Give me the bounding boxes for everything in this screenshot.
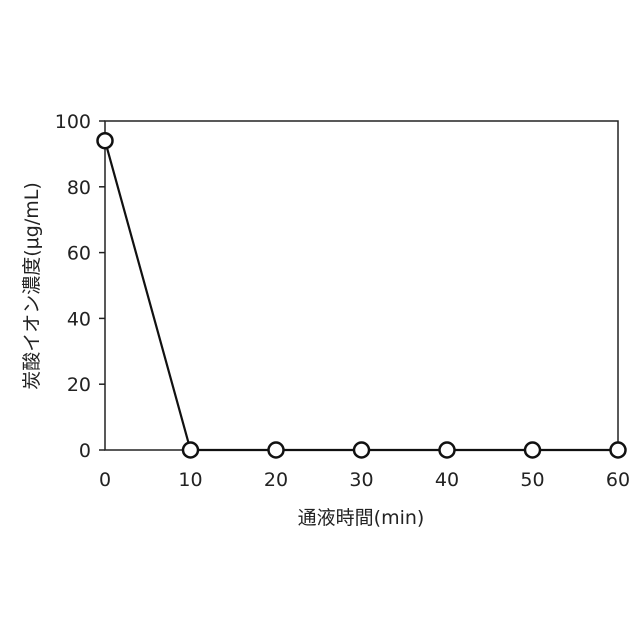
data-point-0-2 xyxy=(269,443,284,458)
x-tick-label-5: 50 xyxy=(520,469,544,491)
x-tick-label-6: 60 xyxy=(606,469,630,491)
data-point-0-6 xyxy=(611,443,626,458)
y-axis-label: 炭酸イオン濃度(μg/mL) xyxy=(21,182,43,389)
y-tick-label-5: 100 xyxy=(55,111,91,133)
x-axis-label: 通液時間(min) xyxy=(298,507,425,529)
y-tick-label-3: 60 xyxy=(67,243,91,265)
data-point-0-4 xyxy=(440,443,455,458)
y-tick-label-4: 80 xyxy=(67,177,91,199)
data-point-0-0 xyxy=(98,133,113,148)
x-tick-label-2: 20 xyxy=(264,469,288,491)
data-point-0-5 xyxy=(525,443,540,458)
x-tick-label-4: 40 xyxy=(435,469,459,491)
x-tick-label-3: 30 xyxy=(349,469,373,491)
x-tick-label-1: 10 xyxy=(178,469,202,491)
data-point-0-3 xyxy=(354,443,369,458)
x-tick-label-0: 0 xyxy=(99,469,111,491)
y-tick-label-0: 0 xyxy=(79,440,91,462)
y-tick-label-2: 40 xyxy=(67,308,91,330)
y-tick-label-1: 20 xyxy=(67,374,91,396)
data-point-0-1 xyxy=(183,443,198,458)
